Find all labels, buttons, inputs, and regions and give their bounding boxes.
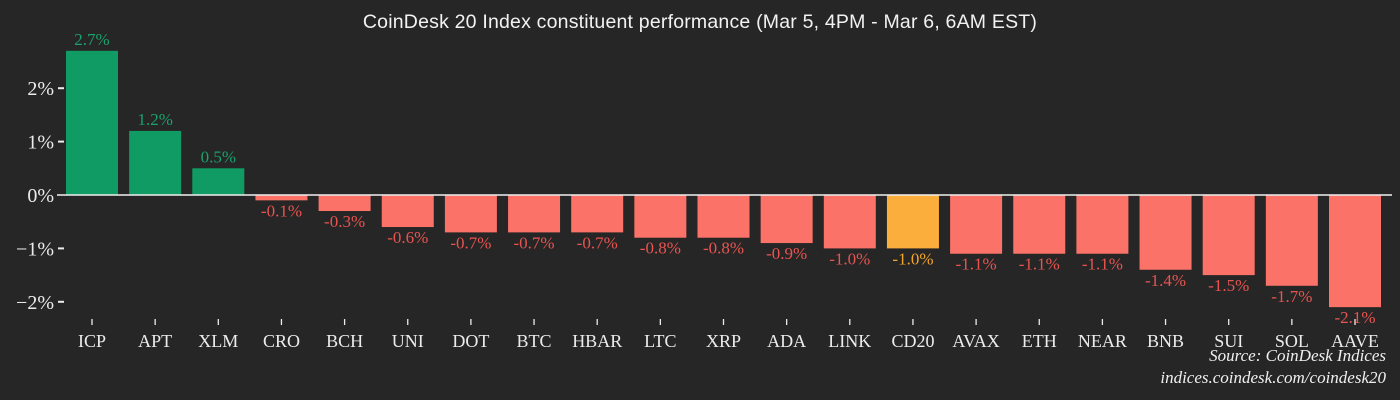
bar-eth (1013, 195, 1066, 254)
x-tick-label-cd20: CD20 (891, 331, 934, 351)
y-tick-label--2: −2% (16, 292, 54, 314)
bar-value-label-ada: -0.9% (766, 244, 807, 263)
x-tick-label-bch: BCH (326, 331, 363, 351)
bar-value-label-xrp: -0.8% (703, 239, 744, 258)
x-tick-label-avax: AVAX (952, 331, 999, 351)
bar-value-label-apt: 1.2% (137, 110, 172, 129)
bar-value-label-xlm: 0.5% (201, 147, 236, 166)
bar-hbar (571, 195, 624, 233)
bar-value-label-near: -1.1% (1082, 255, 1123, 274)
bar-uni (381, 195, 434, 228)
bar-aave (1329, 195, 1381, 308)
bar-value-label-bch: -0.3% (324, 212, 365, 231)
x-tick-label-cro: CRO (263, 331, 300, 351)
y-tick-label-2: 2% (27, 78, 54, 100)
x-tick-label-sol: SOL (1275, 331, 1309, 351)
bar-value-label-uni: -0.6% (387, 228, 428, 247)
x-tick-label-ltc: LTC (644, 331, 676, 351)
x-tick-label-bnb: BNB (1147, 331, 1184, 351)
x-tick-label-uni: UNI (392, 331, 424, 351)
bar-xrp (697, 195, 750, 238)
bar-value-label-icp: 2.7% (74, 30, 109, 49)
x-tick-label-link: LINK (828, 331, 871, 351)
bar-avax (950, 195, 1003, 254)
bar-apt (129, 130, 182, 195)
x-tick-label-dot: DOT (452, 331, 489, 351)
bar-value-label-avax: -1.1% (956, 255, 997, 274)
bar-icp (66, 50, 118, 195)
x-tick-label-hbar: HBAR (572, 331, 622, 351)
x-tick-label-near: NEAR (1078, 331, 1127, 351)
y-tick-label-0: 0% (27, 185, 54, 207)
bar-value-label-link: -1.0% (829, 249, 870, 268)
bar-sui (1202, 195, 1255, 276)
bar-cro (255, 195, 308, 201)
x-tick-label-sui: SUI (1214, 331, 1243, 351)
bar-value-label-hbar: -0.7% (577, 233, 618, 252)
source-line: Source: CoinDesk Indices (1209, 346, 1386, 365)
bar-ltc (634, 195, 687, 238)
bar-xlm (192, 168, 245, 195)
y-tick-label-1: 1% (27, 132, 54, 154)
bar-value-label-dot: -0.7% (450, 233, 491, 252)
bar-sol (1265, 195, 1318, 286)
bar-value-label-bnb: -1.4% (1145, 271, 1186, 290)
bar-near (1076, 195, 1129, 254)
bar-ada (760, 195, 813, 244)
x-tick-label-xlm: XLM (198, 331, 238, 351)
bar-bnb (1139, 195, 1192, 270)
bar-value-label-btc: -0.7% (514, 233, 555, 252)
bar-btc (508, 195, 561, 233)
y-tick-label--1: −1% (16, 238, 54, 260)
x-tick-label-xrp: XRP (706, 331, 741, 351)
bar-value-label-ltc: -0.8% (640, 239, 681, 258)
x-tick-label-btc: BTC (517, 331, 552, 351)
source-url: indices.coindesk.com/coindesk20 (1160, 368, 1386, 387)
x-tick-label-ada: ADA (767, 331, 806, 351)
x-tick-label-aave: AAVE (1331, 331, 1379, 351)
bar-value-label-sol: -1.7% (1271, 287, 1312, 306)
bar-value-label-aave: -2.1% (1334, 308, 1375, 327)
bar-cd20 (886, 195, 939, 249)
bar-value-label-cro: -0.1% (261, 201, 302, 220)
bar-dot (444, 195, 497, 233)
x-tick-label-eth: ETH (1022, 331, 1057, 351)
bar-value-label-sui: -1.5% (1208, 276, 1249, 295)
x-tick-label-apt: APT (138, 331, 172, 351)
bar-bch (318, 195, 371, 212)
bar-value-label-cd20: -1.0% (892, 249, 933, 268)
source-attribution: Source: CoinDesk Indices indices.coindes… (1160, 345, 1386, 389)
bar-value-label-eth: -1.1% (1019, 255, 1060, 274)
bar-link (823, 195, 876, 249)
chart-title: CoinDesk 20 Index constituent performanc… (362, 11, 1038, 33)
x-tick-label-icp: ICP (78, 331, 106, 351)
